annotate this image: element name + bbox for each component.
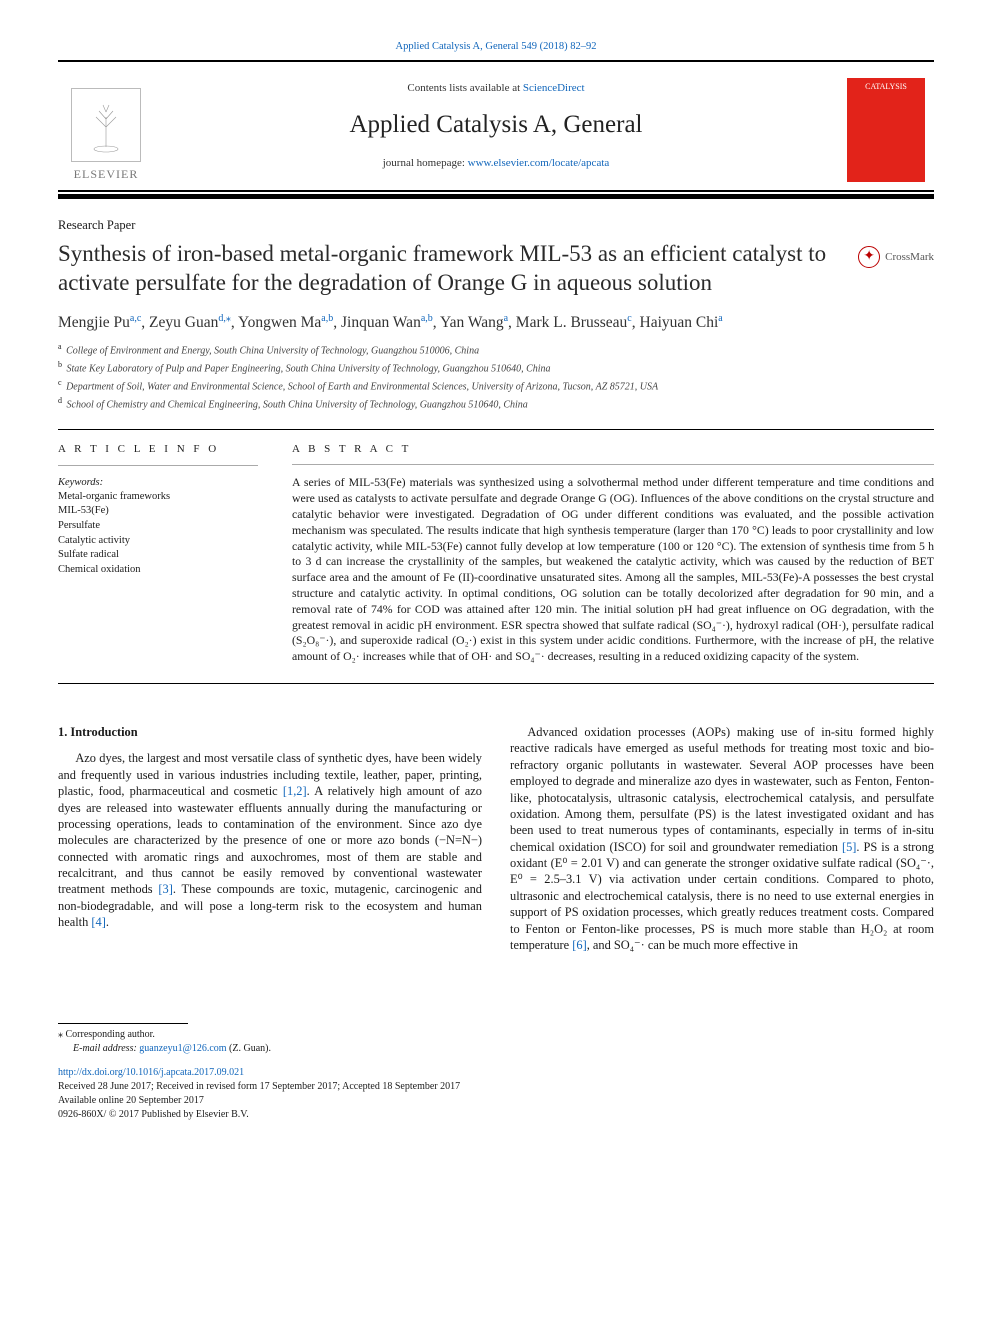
article-title: Synthesis of iron-based metal-organic fr… <box>58 240 848 298</box>
doi-link[interactable]: http://dx.doi.org/10.1016/j.apcata.2017.… <box>58 1067 244 1078</box>
publisher-logo: ELSEVIER <box>64 70 148 182</box>
cover-thumb: CATALYSIS <box>847 78 925 182</box>
crossmark-icon: ✦ <box>858 246 880 268</box>
journal-banner: ELSEVIER Contents lists available at Sci… <box>58 60 934 192</box>
email-label: E-mail address: <box>73 1043 139 1054</box>
journal-cover: CATALYSIS <box>844 70 928 182</box>
journal-homepage-link[interactable]: www.elsevier.com/locate/apcata <box>468 157 610 169</box>
corresponding-author: ⁎ Corresponding author. <box>58 1028 934 1042</box>
section-1-paragraphs: Azo dyes, the largest and most versatile… <box>58 724 934 953</box>
article-type: Research Paper <box>58 217 934 234</box>
abstract: A B S T R A C T A series of MIL-53(Fe) m… <box>292 442 934 665</box>
body-text: 1. Introduction Azo dyes, the largest an… <box>58 724 934 953</box>
contents-line: Contents lists available at ScienceDirec… <box>407 81 584 96</box>
citation-link[interactable]: Applied Catalysis A, General 549 (2018) … <box>396 41 597 52</box>
section-1-heading: 1. Introduction <box>58 724 482 740</box>
author-list: Mengjie Pua,c, Zeyu Guand,⁎, Yongwen Maa… <box>58 312 934 334</box>
article-info: A R T I C L E I N F O Keywords: Metal-or… <box>58 442 258 665</box>
article-info-heading: A R T I C L E I N F O <box>58 442 258 457</box>
email-link[interactable]: guanzeyu1@126.com <box>139 1043 226 1054</box>
online-date: Available online 20 September 2017 <box>58 1094 934 1108</box>
crossmark-badge[interactable]: ✦ CrossMark <box>858 246 934 268</box>
footer: ⁎ Corresponding author. E-mail address: … <box>58 1023 934 1122</box>
sciencedirect-link[interactable]: ScienceDirect <box>523 82 585 94</box>
elsevier-tree-icon <box>71 88 141 162</box>
abstract-text: A series of MIL-53(Fe) materials was syn… <box>292 475 934 665</box>
running-head: Applied Catalysis A, General 549 (2018) … <box>58 40 934 54</box>
copyright: 0926-860X/ © 2017 Published by Elsevier … <box>58 1108 934 1122</box>
article-dates: Received 28 June 2017; Received in revis… <box>58 1080 934 1094</box>
banner-center: Contents lists available at ScienceDirec… <box>156 70 836 182</box>
affiliations: a College of Environment and Energy, Sou… <box>58 341 934 412</box>
journal-homepage: journal homepage: www.elsevier.com/locat… <box>383 156 610 171</box>
publisher-name: ELSEVIER <box>74 166 139 182</box>
keywords-list: Metal-organic frameworksMIL-53(Fe)Persul… <box>58 490 258 578</box>
journal-name: Applied Catalysis A, General <box>350 108 643 142</box>
keywords-label: Keywords: <box>58 476 258 490</box>
abstract-heading: A B S T R A C T <box>292 442 934 457</box>
